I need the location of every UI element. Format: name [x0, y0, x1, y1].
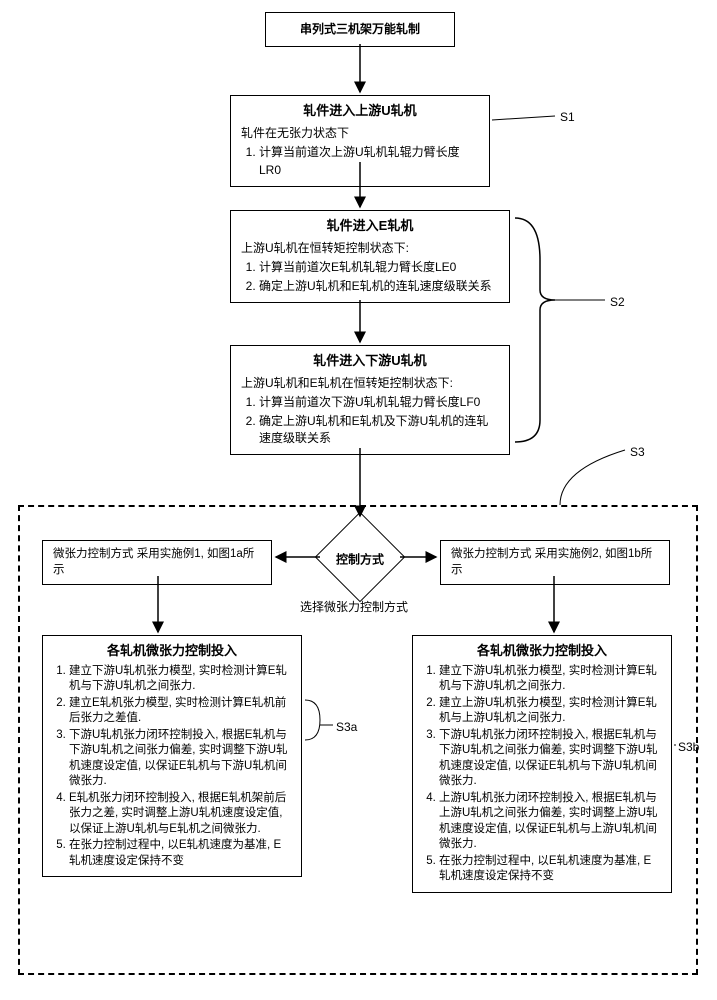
start-title: 串列式三机架万能轧制	[300, 22, 420, 36]
s1-box: 轧件进入上游U轧机 轧件在无张力状态下 计算当前道次上游U轧机轧辊力臂长度LR0	[230, 95, 490, 187]
right-branch-box: 微张力控制方式 采用实施例2, 如图1b所示	[440, 540, 670, 585]
s2b-title: 轧件进入下游U轧机	[241, 352, 499, 371]
s3a-item-5: 在张力控制过程中, 以E轧机速度为基准, E轧机速度设定保持不变	[69, 838, 291, 869]
s3b-item-4: 上游U轧机张力闭环控制投入, 根据E轧机与上游U轧机之间张力偏差, 实时调整上游…	[439, 791, 661, 853]
tag-s3: S3	[630, 445, 645, 459]
tag-s2: S2	[610, 295, 625, 309]
s3a-item-3: 下游U轧机张力闭环控制投入, 根据E轧机与下游U轧机之间张力偏差, 实时调整下游…	[69, 728, 291, 790]
s2a-item-1: 计算当前道次E轧机轧辊力臂长度LE0	[259, 259, 499, 276]
s3b-item-2: 建立上游U轧机张力模型, 实时检测计算E轧机与上游U轧机之间张力.	[439, 696, 661, 727]
tag-s3a: S3a	[336, 720, 357, 734]
s3b-box: 各轧机微张力控制投入 建立下游U轧机张力模型, 实时检测计算E轧机与下游U轧机之…	[412, 635, 672, 893]
s3a-box: 各轧机微张力控制投入 建立下游U轧机张力模型, 实时检测计算E轧机与下游U轧机之…	[42, 635, 302, 877]
s2b-box: 轧件进入下游U轧机 上游U轧机和E轧机在恒转矩控制状态下: 计算当前道次下游U轧…	[230, 345, 510, 455]
s3a-item-2: 建立E轧机张力模型, 实时检测计算E轧机前后张力之差值.	[69, 696, 291, 727]
start-box: 串列式三机架万能轧制	[265, 12, 455, 47]
s3b-item-5: 在张力控制过程中, 以E轧机速度为基准, E轧机速度设定保持不变	[439, 854, 661, 885]
s2a-sub: 上游U轧机在恒转矩控制状态下:	[241, 240, 499, 257]
s2a-title: 轧件进入E轧机	[241, 217, 499, 236]
s3b-title: 各轧机微张力控制投入	[423, 642, 661, 660]
tag-s1: S1	[560, 110, 575, 124]
s2a-item-2: 确定上游U轧机和E轧机的连轧速度级联关系	[259, 278, 499, 295]
s2b-item-1: 计算当前道次下游U轧机轧辊力臂长度LF0	[259, 394, 499, 411]
s3a-item-1: 建立下游U轧机张力模型, 实时检测计算E轧机与下游U轧机之间张力.	[69, 664, 291, 695]
s1-title: 轧件进入上游U轧机	[241, 102, 479, 121]
s3b-item-3: 下游U轧机张力闭环控制投入, 根据E轧机与下游U轧机之间张力偏差, 实时调整下游…	[439, 728, 661, 790]
tag-s3b: S3b	[678, 740, 699, 754]
s3a-title: 各轧机微张力控制投入	[53, 642, 291, 660]
s3a-item-4: E轧机张力闭环控制投入, 根据E轧机架前后张力之差, 实时调整上游U轧机速度设定…	[69, 791, 291, 838]
s2b-sub: 上游U轧机和E轧机在恒转矩控制状态下:	[241, 375, 499, 392]
decision-label: 控制方式	[328, 526, 392, 590]
s2a-box: 轧件进入E轧机 上游U轧机在恒转矩控制状态下: 计算当前道次E轧机轧辊力臂长度L…	[230, 210, 510, 303]
left-branch-box: 微张力控制方式 采用实施例1, 如图1a所示	[42, 540, 272, 585]
right-branch-text: 微张力控制方式 采用实施例2, 如图1b所示	[451, 548, 652, 576]
s3b-item-1: 建立下游U轧机张力模型, 实时检测计算E轧机与下游U轧机之间张力.	[439, 664, 661, 695]
s2b-item-2: 确定上游U轧机和E轧机及下游U轧机的连轧速度级联关系	[259, 413, 499, 448]
s1-sub: 轧件在无张力状态下	[241, 125, 479, 142]
s1-item-1: 计算当前道次上游U轧机轧辊力臂长度LR0	[259, 144, 479, 179]
left-branch-text: 微张力控制方式 采用实施例1, 如图1a所示	[53, 548, 254, 576]
decision-sublabel: 选择微张力控制方式	[300, 598, 408, 615]
